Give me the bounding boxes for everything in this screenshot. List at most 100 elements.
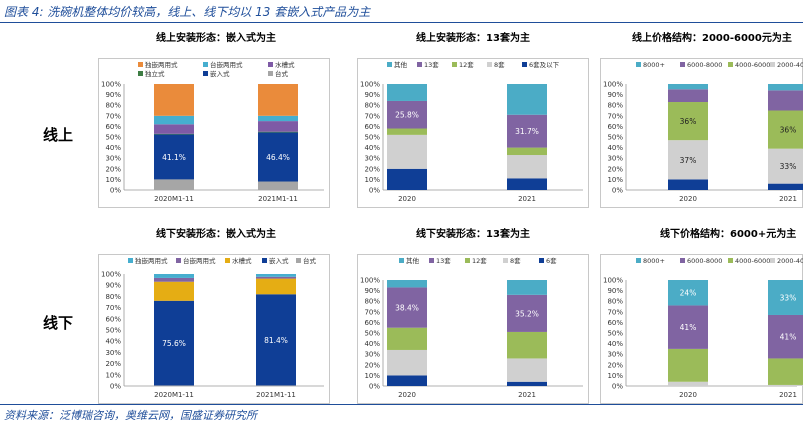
y-tick-label: 80% — [364, 298, 380, 306]
legend-swatch — [452, 62, 457, 67]
legend-label: 独嵌两用式 — [135, 256, 168, 265]
panel-title-offline-sets: 线下安装形态：13套为主 — [416, 229, 530, 240]
data-label: 24% — [680, 289, 697, 298]
legend-label: 6000-8000 — [687, 61, 722, 69]
data-label: 41% — [680, 323, 697, 332]
y-tick-label: 30% — [364, 351, 380, 359]
legend-label: 6套及以下 — [529, 60, 560, 69]
y-tick-label: 20% — [607, 361, 623, 369]
legend-swatch — [539, 258, 544, 263]
y-tick-label: 70% — [607, 112, 623, 120]
y-tick-label: 90% — [364, 287, 380, 295]
bar-segment — [768, 84, 803, 91]
legend-swatch — [138, 62, 143, 67]
y-tick-label: 20% — [364, 165, 380, 173]
source-note: 资料来源：泛博瑞咨询，奥维云网，国盛证券研究所 — [4, 409, 257, 422]
source-rule — [0, 404, 803, 405]
bar-segment — [507, 155, 547, 179]
y-tick-label: 0% — [110, 383, 121, 391]
data-label: 41.1% — [162, 153, 186, 162]
y-tick-label: 70% — [364, 112, 380, 120]
y-tick-label: 10% — [607, 372, 623, 380]
y-tick-label: 70% — [105, 304, 121, 312]
y-tick-label: 10% — [364, 372, 380, 380]
panel-title-offline-install: 线下安装形态：嵌入式为主 — [156, 229, 276, 240]
legend-label: 台嵌两用式 — [183, 256, 216, 265]
legend-label: 13套 — [436, 256, 451, 265]
legend-swatch — [728, 258, 733, 263]
y-tick-label: 80% — [607, 298, 623, 306]
legend-swatch — [680, 258, 685, 263]
bar-segment — [768, 384, 803, 386]
bar-segment — [154, 84, 194, 116]
panel-title-online-price: 线上价格结构：2000-6000元为主 — [632, 33, 792, 44]
y-tick-label: 70% — [105, 112, 121, 120]
legend-swatch — [138, 71, 143, 76]
bar-segment — [256, 274, 296, 277]
legend-label: 其他 — [394, 60, 408, 69]
bar-segment — [154, 274, 194, 278]
legend-label: 4000-6000 — [735, 61, 770, 69]
legend-swatch — [770, 258, 775, 263]
legend-swatch — [399, 258, 404, 263]
data-label: 33% — [780, 293, 797, 302]
data-label: 46.4% — [266, 153, 290, 162]
legend-swatch — [225, 258, 230, 263]
legend-label: 台嵌两用式 — [210, 60, 243, 69]
y-tick-label: 0% — [369, 187, 380, 195]
bar-segment — [668, 280, 708, 306]
y-tick-label: 40% — [607, 340, 623, 348]
legend-label: 水槽式 — [275, 60, 295, 69]
bar-segment — [154, 179, 194, 190]
y-tick-label: 30% — [607, 351, 623, 359]
panel-border — [98, 58, 330, 208]
x-tick-label: 2020 — [398, 391, 416, 399]
bar-segment — [507, 280, 547, 295]
legend-swatch — [268, 71, 273, 76]
x-tick-label: 2020 — [679, 195, 697, 203]
bar-segment — [668, 89, 708, 103]
bar-segment — [154, 281, 194, 301]
legend-swatch — [487, 62, 492, 67]
legend-label: 嵌入式 — [269, 256, 289, 265]
y-tick-label: 40% — [105, 144, 121, 152]
bar-segment — [507, 358, 547, 382]
y-tick-label: 90% — [607, 91, 623, 99]
bar-segment — [668, 381, 708, 386]
y-tick-label: 60% — [105, 123, 121, 131]
bar-segment — [258, 131, 298, 133]
data-label: 37% — [680, 156, 697, 165]
legend-swatch — [387, 62, 392, 67]
bar-segment — [387, 134, 427, 169]
y-tick-label: 10% — [105, 176, 121, 184]
data-label: 36% — [780, 126, 797, 135]
y-tick-label: 50% — [364, 134, 380, 142]
bar-segment — [507, 114, 547, 148]
legend-swatch — [465, 258, 470, 263]
data-label: 31.7% — [515, 127, 539, 136]
y-tick-label: 100% — [603, 81, 623, 89]
legend-swatch — [203, 71, 208, 76]
y-tick-label: 60% — [607, 319, 623, 327]
bar-segment — [668, 348, 708, 382]
legend-label: 2000-4000 — [777, 257, 803, 265]
y-tick-label: 40% — [607, 144, 623, 152]
y-tick-label: 10% — [607, 176, 623, 184]
legend-label: 4000-6000 — [735, 257, 770, 265]
y-tick-label: 90% — [105, 91, 121, 99]
bar-segment — [768, 314, 803, 359]
row-label-offline: 线下 — [43, 314, 74, 332]
legend-swatch — [296, 258, 301, 263]
bar-segment — [258, 115, 298, 122]
title-rule — [0, 22, 803, 23]
bar-segment — [154, 385, 194, 386]
bar-segment — [668, 102, 708, 141]
row-label-online: 线上 — [43, 126, 74, 144]
bar-segment — [768, 280, 803, 315]
legend-label: 独嵌两用式 — [145, 60, 178, 69]
y-tick-label: 100% — [360, 81, 380, 89]
legend-swatch — [203, 62, 208, 67]
y-tick-label: 20% — [607, 165, 623, 173]
bar-segment — [154, 300, 194, 386]
